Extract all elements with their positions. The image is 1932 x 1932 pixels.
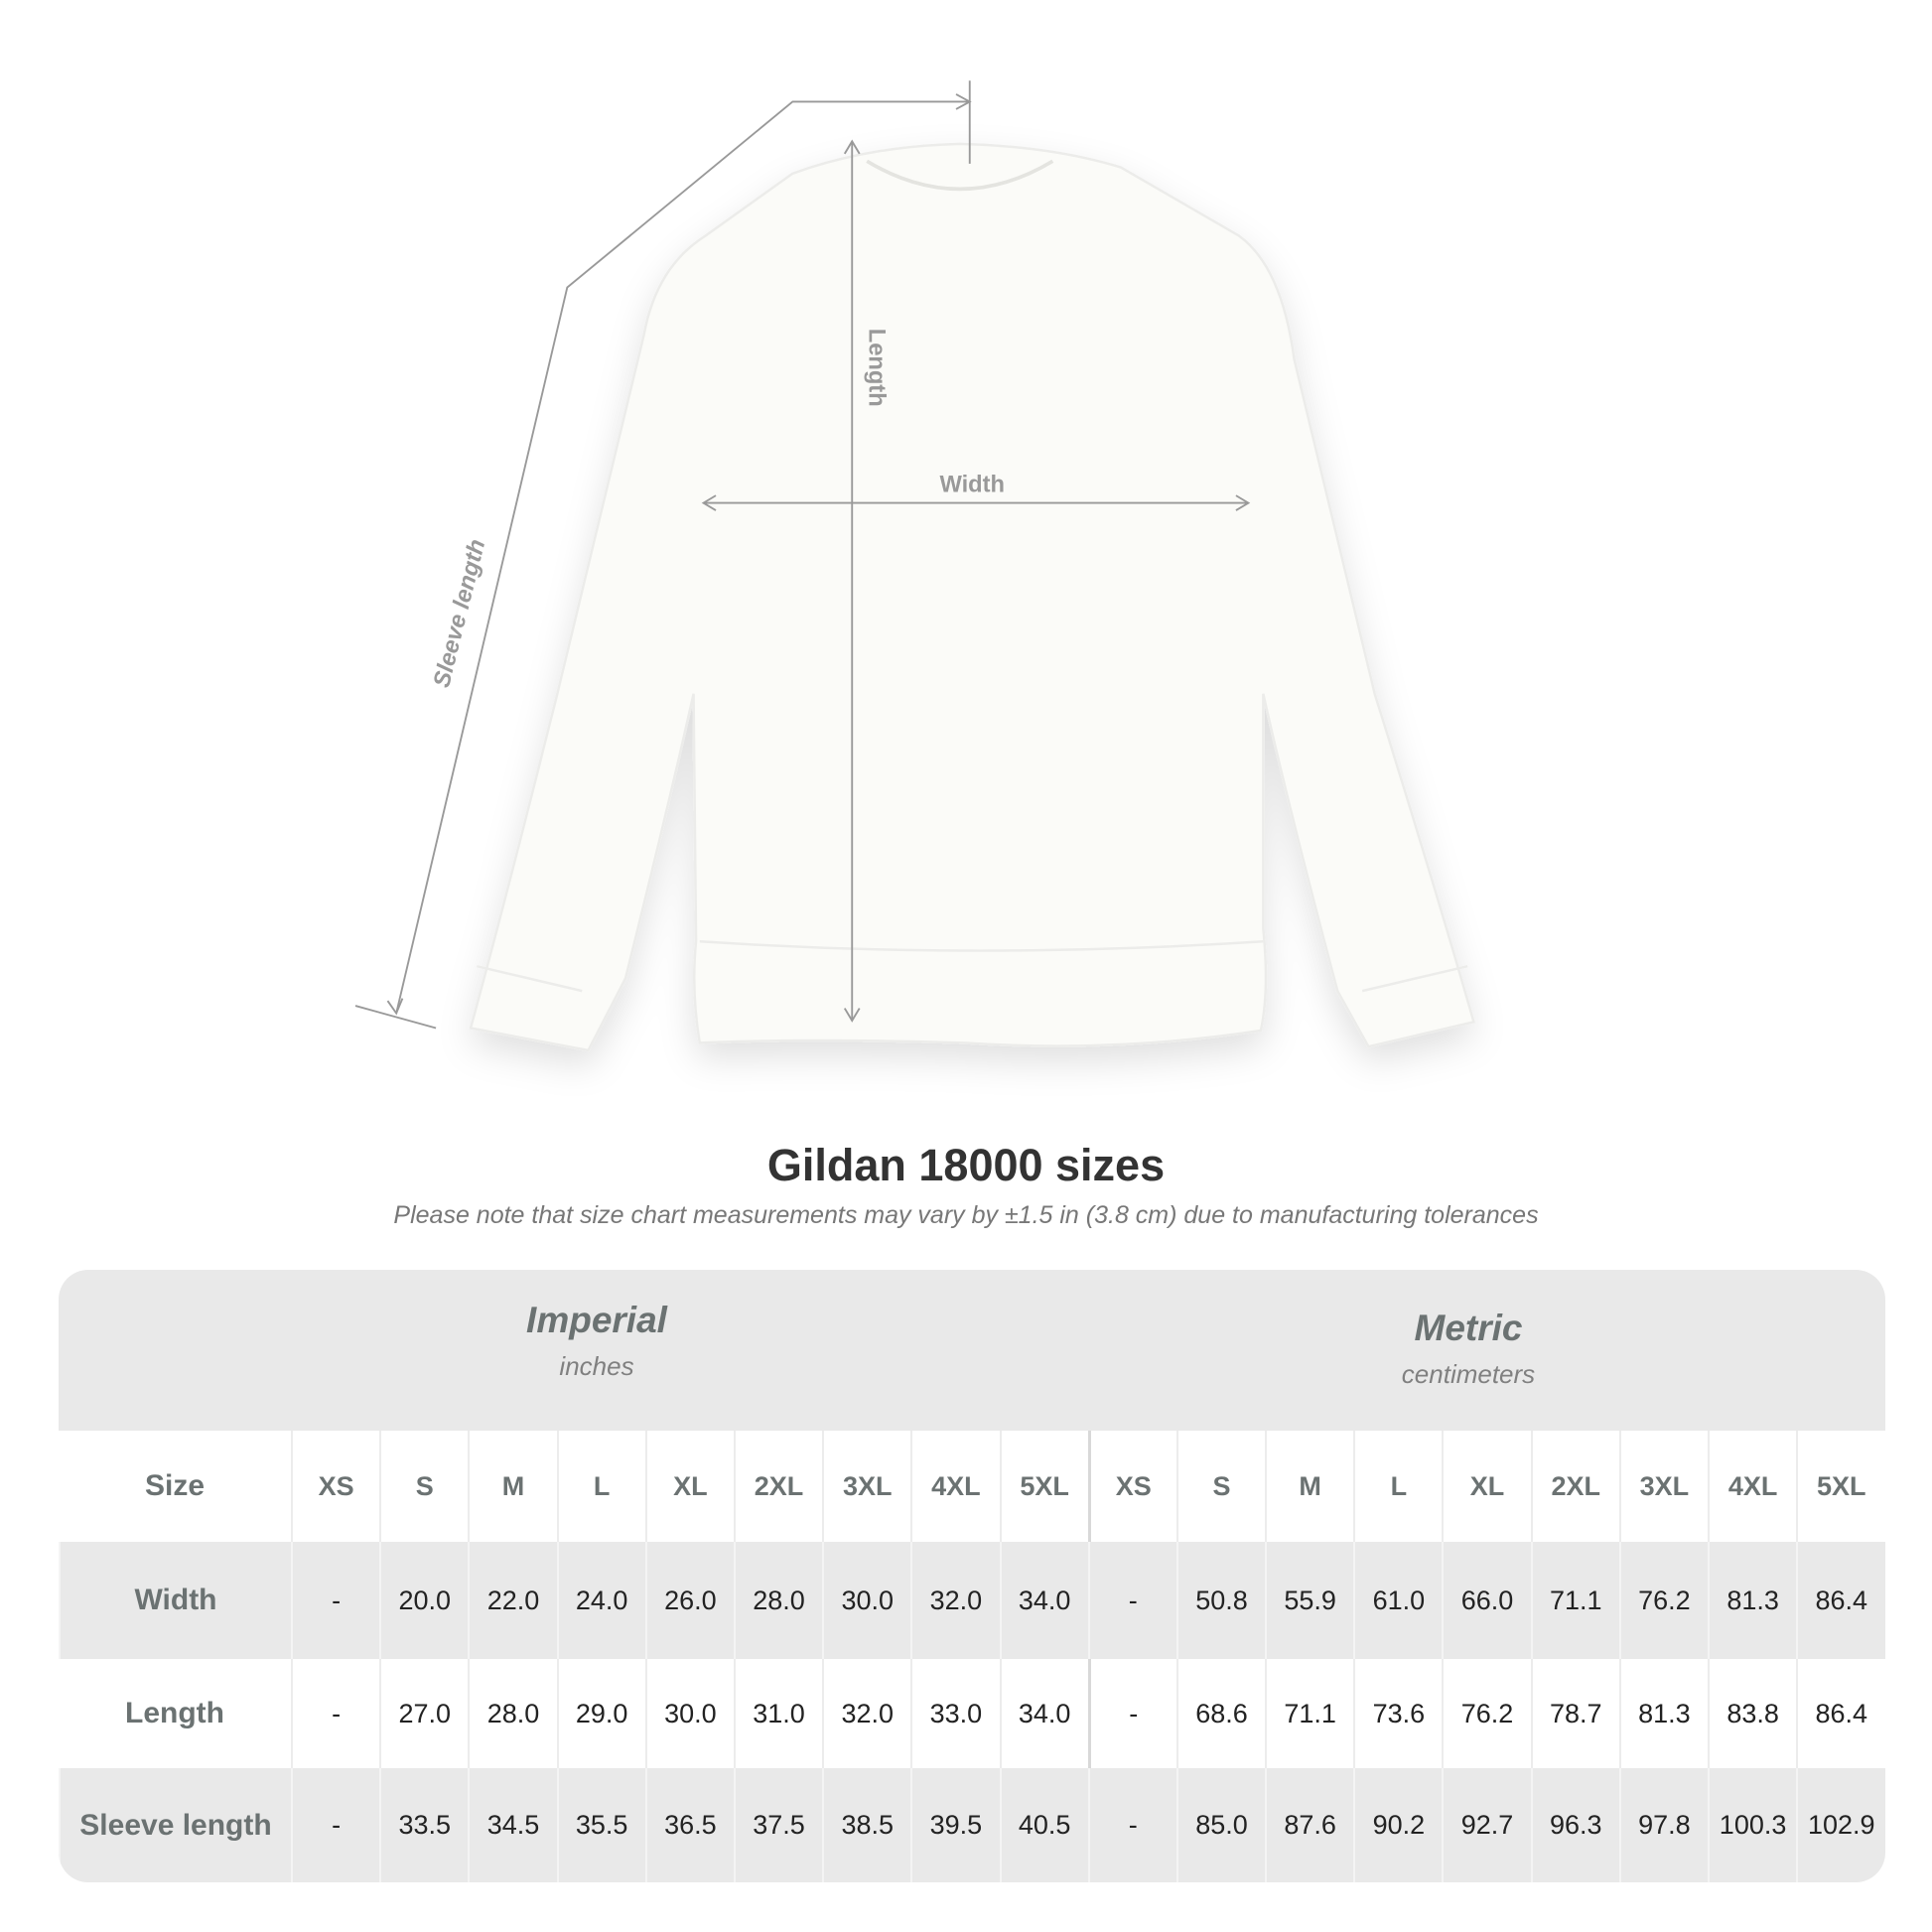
cell-imperial: 32.0 — [822, 1659, 910, 1768]
imperial-unit: inches — [559, 1351, 634, 1381]
size-header-metric: XS — [1087, 1431, 1176, 1542]
cell-imperial: 35.5 — [556, 1768, 645, 1882]
cell-metric: 81.3 — [1618, 1659, 1708, 1768]
size-header-metric: XL — [1442, 1431, 1530, 1542]
cell-imperial: 31.0 — [733, 1659, 822, 1768]
size-header-imperial: 5XL — [999, 1431, 1088, 1542]
size-header-imperial: XL — [644, 1431, 734, 1542]
cell-imperial: 30.0 — [822, 1542, 910, 1659]
unit-header-band: Imperial inches Metric centimeters — [59, 1270, 1885, 1431]
cell-metric: 61.0 — [1353, 1542, 1442, 1659]
sweatshirt-image — [469, 142, 1476, 1052]
cell-metric: 97.8 — [1618, 1768, 1708, 1882]
cell-metric: 66.0 — [1442, 1542, 1530, 1659]
table-row: Sleeve length -33.5 34.5 35.5 36.5 37.5 38.5 39… — [59, 1768, 1885, 1882]
size-header-metric: 3XL — [1618, 1431, 1708, 1542]
row-label: Length — [125, 1697, 224, 1729]
cell-metric: 76.2 — [1442, 1659, 1530, 1768]
size-header-metric: 4XL — [1708, 1431, 1796, 1542]
cell-metric: - — [1087, 1659, 1176, 1768]
size-header-imperial: XS — [291, 1431, 379, 1542]
sweatshirt-diagram: Length Width Sleeve length — [354, 80, 1476, 1052]
size-header-imperial: L — [556, 1431, 645, 1542]
cell-metric: 68.6 — [1175, 1659, 1265, 1768]
metric-title: Metric — [1414, 1308, 1523, 1348]
cell-imperial: 26.0 — [644, 1542, 734, 1659]
cell-imperial: 27.0 — [379, 1659, 468, 1768]
cell-metric: 76.2 — [1618, 1542, 1708, 1659]
size-header-imperial: S — [379, 1431, 468, 1542]
cell-metric: 81.3 — [1708, 1542, 1796, 1659]
cell-imperial: 39.5 — [910, 1768, 999, 1882]
cell-metric: 71.1 — [1530, 1542, 1619, 1659]
cell-imperial: 34.5 — [468, 1768, 556, 1882]
cell-imperial: 34.0 — [999, 1659, 1088, 1768]
size-header-imperial: 2XL — [733, 1431, 822, 1542]
cell-metric: 78.7 — [1530, 1659, 1619, 1768]
cell-imperial: 24.0 — [556, 1542, 645, 1659]
cell-metric: 100.3 — [1708, 1768, 1796, 1882]
size-header-imperial: M — [468, 1431, 556, 1542]
metric-unit: centimeters — [1401, 1359, 1536, 1389]
cell-imperial: 34.0 — [999, 1542, 1088, 1659]
size-header-imperial: 3XL — [822, 1431, 910, 1542]
size-header-metric: L — [1353, 1431, 1442, 1542]
cell-imperial: 32.0 — [910, 1542, 999, 1659]
cell-imperial: 33.0 — [910, 1659, 999, 1768]
row-label: Size — [144, 1469, 206, 1502]
cell-imperial: 28.0 — [468, 1659, 556, 1768]
cell-imperial: 40.5 — [999, 1768, 1088, 1882]
cell-metric: 102.9 — [1796, 1768, 1884, 1882]
cell-imperial: 29.0 — [556, 1659, 645, 1768]
measurement-lines — [354, 80, 1251, 1030]
size-header-row: Size XS S M L XL 2XL 3XL 4XL 5XL XS S M L XL 2XL 3XL 4XL 5… — [59, 1431, 1885, 1542]
imperial-title: Imperial — [526, 1300, 667, 1340]
size-header-metric: 2XL — [1530, 1431, 1619, 1542]
metric-header: Metric centimeters — [1220, 1308, 1717, 1390]
size-header-metric: M — [1265, 1431, 1353, 1542]
cell-metric: 96.3 — [1530, 1768, 1619, 1882]
size-header-imperial: 4XL — [910, 1431, 999, 1542]
size-table: Imperial inches Metric centimeters Size X… — [59, 1270, 1885, 1882]
sleeve-length-label: Sleeve length — [429, 537, 490, 690]
cell-imperial: 20.0 — [379, 1542, 468, 1659]
row-label: Width — [59, 1542, 291, 1659]
cell-imperial: 28.0 — [733, 1542, 822, 1659]
cell-imperial: - — [291, 1768, 379, 1882]
cell-imperial: 30.0 — [644, 1659, 734, 1768]
cell-metric: 90.2 — [1353, 1768, 1442, 1882]
row-label: Sleeve length — [59, 1768, 291, 1882]
cell-metric: 92.7 — [1442, 1768, 1530, 1882]
cell-metric: - — [1087, 1768, 1176, 1882]
tolerance-note: Please note that size chart measurements… — [393, 1201, 1539, 1229]
size-header-metric: 5XL — [1796, 1431, 1884, 1542]
cell-imperial: 37.5 — [733, 1768, 822, 1882]
cell-imperial: 33.5 — [379, 1768, 468, 1882]
cell-imperial: 36.5 — [644, 1768, 734, 1882]
length-label: Length — [864, 329, 890, 407]
cell-imperial: 38.5 — [822, 1768, 910, 1882]
table-row: Length -27.0 28.0 29.0 30.0 31.0 32.0 33.0 34.0-… — [59, 1659, 1885, 1768]
cell-imperial: 22.0 — [468, 1542, 556, 1659]
size-header-metric: S — [1175, 1431, 1265, 1542]
cell-metric: 86.4 — [1796, 1659, 1884, 1768]
imperial-header: Imperial inches — [348, 1300, 845, 1382]
cell-metric: 71.1 — [1265, 1659, 1353, 1768]
cell-imperial: - — [291, 1542, 379, 1659]
cell-metric: 55.9 — [1265, 1542, 1353, 1659]
cell-metric: 87.6 — [1265, 1768, 1353, 1882]
width-label: Width — [939, 472, 1005, 497]
cell-imperial: - — [291, 1659, 379, 1768]
cell-metric: 85.0 — [1175, 1768, 1265, 1882]
page-title: Gildan 18000 sizes — [766, 1140, 1166, 1190]
cell-metric: 83.8 — [1708, 1659, 1796, 1768]
cell-metric: 86.4 — [1796, 1542, 1884, 1659]
cell-metric: 50.8 — [1175, 1542, 1265, 1659]
cell-metric: 73.6 — [1353, 1659, 1442, 1768]
table-row: Width -20.0 22.0 24.0 26.0 28.0 30.0 32.0 34.0-5… — [59, 1542, 1885, 1659]
cell-metric: - — [1087, 1542, 1176, 1659]
